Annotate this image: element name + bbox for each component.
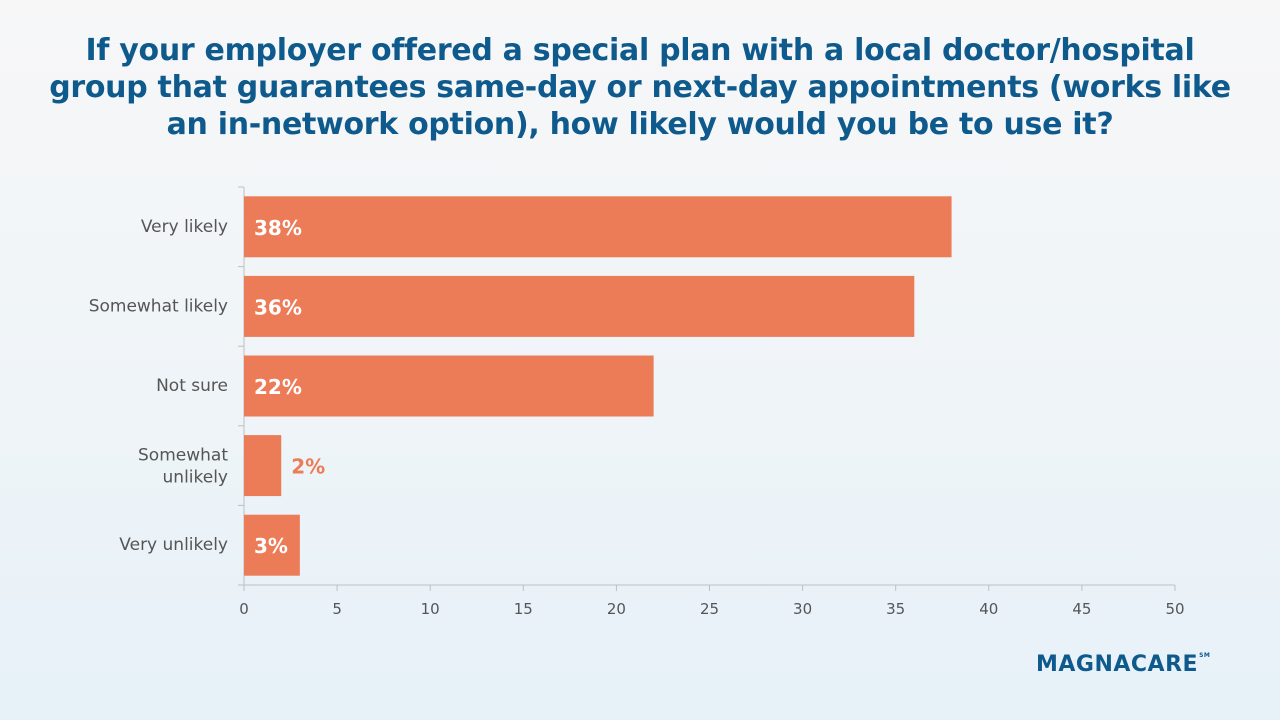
x-tick-label: 20 (607, 600, 626, 618)
category-label: Somewhat unlikely (138, 446, 228, 488)
category-label: Very likely (141, 217, 228, 237)
category-label: Not sure (156, 376, 228, 396)
bars-layer (244, 196, 952, 576)
x-tick-label: 0 (239, 600, 249, 618)
data-label: 22% (254, 375, 302, 399)
logo-text: MAGNACARE (1036, 652, 1199, 677)
data-label: 2% (291, 455, 325, 479)
category-label: Very unlikely (119, 535, 228, 555)
data-label: 38% (254, 216, 302, 240)
x-tick-label: 10 (421, 600, 440, 618)
magnacare-logo: MAGNACARESM (1036, 652, 1210, 677)
axis-layer: 0 5 10 15 20 25 30 35 40 45 50 (238, 186, 1185, 618)
x-tick-label: 30 (793, 600, 812, 618)
x-tick-label: 5 (332, 600, 342, 618)
bar (244, 514, 300, 576)
x-tick-label: 15 (514, 600, 533, 618)
bar (244, 196, 952, 258)
x-tick-label: 35 (886, 600, 905, 618)
x-tick-label: 45 (1072, 600, 1091, 618)
data-label: 3% (254, 534, 288, 558)
logo-service-mark: SM (1199, 652, 1211, 659)
bar (244, 435, 282, 497)
labels-layer: Very likely 38% Somewhat likely 36% Not sure… (89, 216, 326, 558)
chart-title: If your employer offered a special plan … (49, 33, 1231, 142)
x-tick-label: 40 (979, 600, 998, 618)
bar (244, 355, 654, 417)
bar (244, 275, 915, 337)
x-tick-label: 25 (700, 600, 719, 618)
data-label: 36% (254, 295, 302, 319)
x-tick-label: 50 (1165, 600, 1184, 618)
category-label: Somewhat likely (89, 296, 228, 316)
